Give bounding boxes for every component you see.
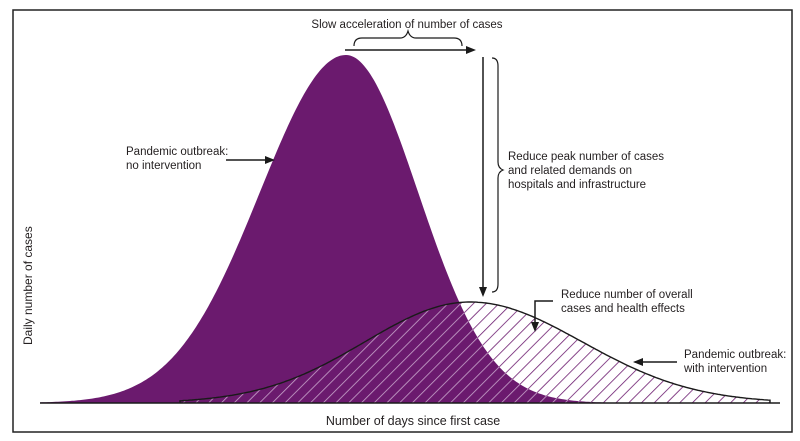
vertical-brace bbox=[491, 57, 505, 293]
no-intervention-label-2: no intervention bbox=[126, 160, 201, 172]
no-intervention-label-1: Pandemic outbreak: bbox=[126, 146, 228, 158]
reduce-overall-label-1: Reduce number of overall bbox=[561, 289, 693, 301]
reduce-peak-label-2: and related demands on bbox=[508, 165, 632, 177]
with-intervention-label-1: Pandemic outbreak: bbox=[684, 349, 786, 361]
reduce-overall-arrow-head bbox=[531, 322, 539, 332]
no-intervention-curve bbox=[40, 55, 700, 403]
slow-acceleration-label: Slow acceleration of number of cases bbox=[311, 19, 502, 31]
with-intervention-label-2: with intervention bbox=[683, 363, 767, 375]
with-intervention-arrow-head bbox=[633, 358, 643, 366]
x-axis-label: Number of days since first case bbox=[326, 414, 500, 428]
horizontal-brace bbox=[353, 28, 463, 47]
right-arrow-head bbox=[466, 46, 476, 54]
no-intervention-arrow-head bbox=[265, 156, 275, 164]
with-intervention-curve bbox=[179, 301, 771, 403]
reduce-overall-arrow bbox=[534, 300, 553, 325]
down-arrow-head bbox=[479, 287, 487, 297]
reduce-peak-label-3: hospitals and infrastructure bbox=[508, 179, 646, 191]
reduce-peak-label-1: Reduce peak number of cases bbox=[508, 151, 664, 163]
y-axis-label: Daily number of cases bbox=[21, 226, 35, 345]
reduce-overall-label-2: cases and health effects bbox=[561, 303, 685, 315]
